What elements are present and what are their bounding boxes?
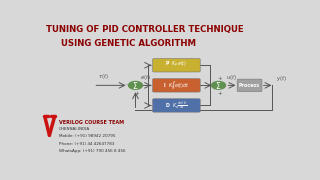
Text: $\Sigma$: $\Sigma$ <box>132 80 139 91</box>
Text: Mobile: (+91) 98942 20795: Mobile: (+91) 98942 20795 <box>59 134 115 138</box>
Text: VERILOG COURSE TEAM: VERILOG COURSE TEAM <box>59 120 124 125</box>
Text: Phone: (+91) 44 42647783: Phone: (+91) 44 42647783 <box>59 142 114 146</box>
Text: CHENNAI-INDIA: CHENNAI-INDIA <box>59 127 90 131</box>
Text: -: - <box>125 82 127 87</box>
FancyBboxPatch shape <box>153 79 200 92</box>
Text: TUNING OF PID CONTROLLER TECHNIQUE: TUNING OF PID CONTROLLER TECHNIQUE <box>46 25 244 34</box>
FancyBboxPatch shape <box>153 99 200 112</box>
Text: $e(t)$: $e(t)$ <box>140 73 151 82</box>
Text: I  $K_i\!\int\!e(t)dt$: I $K_i\!\int\!e(t)dt$ <box>163 80 190 91</box>
Text: $\tau(t)$: $\tau(t)$ <box>98 71 109 80</box>
Text: USING GENETIC ALGORITHM: USING GENETIC ALGORITHM <box>61 39 196 48</box>
Text: +: + <box>134 91 139 96</box>
Text: $u(t)$: $u(t)$ <box>227 73 237 82</box>
Text: D  $K_d\frac{de(t)}{dt}$: D $K_d\frac{de(t)}{dt}$ <box>165 99 188 112</box>
Text: P  $K_p e(t)$: P $K_p e(t)$ <box>165 60 188 70</box>
FancyBboxPatch shape <box>153 58 200 72</box>
FancyBboxPatch shape <box>237 79 262 92</box>
Text: $\Sigma$: $\Sigma$ <box>215 80 222 91</box>
Text: +: + <box>217 91 222 96</box>
Text: WhatsApp: (+91) 790 456 8 456: WhatsApp: (+91) 790 456 8 456 <box>59 149 125 153</box>
Circle shape <box>129 82 142 89</box>
Circle shape <box>212 82 226 89</box>
Text: $y(t)$: $y(t)$ <box>276 74 287 83</box>
Text: +: + <box>217 76 222 81</box>
Text: Process: Process <box>239 83 260 88</box>
